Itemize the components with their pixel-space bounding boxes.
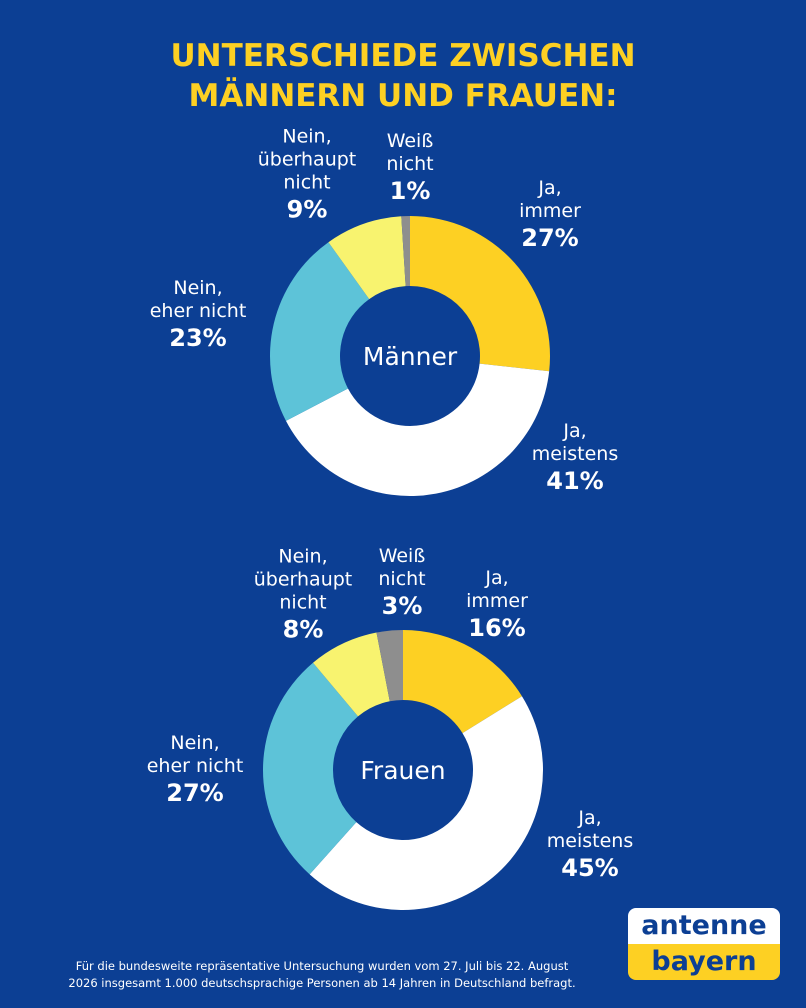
segment-label: Ja, immer 16% (466, 567, 528, 643)
segment-label: Nein, eher nicht 23% (150, 277, 247, 353)
donut-segment (285, 363, 550, 497)
segment-label: Weiß nicht 1% (386, 130, 433, 206)
category-label: Ja, immer (466, 567, 528, 612)
logo-text: bayern (628, 944, 780, 980)
value-label: 27% (521, 224, 579, 252)
donut-segment (309, 696, 543, 911)
segment-label: Nein, überhaupt nicht 9% (258, 126, 357, 225)
segment-label: Nein, eher nicht 27% (147, 732, 244, 808)
title-line: UNTERSCHIEDE ZWISCHEN (170, 38, 636, 74)
value-label: 3% (381, 592, 423, 620)
logo-text: antenne (628, 908, 780, 944)
center-label: Frauen (360, 756, 445, 785)
segment-label: Weiß nicht 3% (378, 545, 425, 621)
value-label: 16% (468, 614, 526, 642)
category-label: Nein, überhaupt nicht (257, 125, 357, 194)
value-label: 45% (561, 854, 619, 882)
donut-segment (263, 662, 359, 875)
title-line: MÄNNERN UND FRAUEN: (188, 78, 618, 114)
donut-segment (401, 216, 410, 287)
donut-segment (410, 216, 550, 372)
donut-segment (403, 630, 522, 734)
category-label: Nein, überhaupt nicht (253, 545, 353, 614)
value-label: 41% (546, 467, 604, 495)
donut-segment (270, 242, 370, 421)
donut-segment (376, 630, 403, 702)
category-label: Weiß nicht (378, 545, 426, 590)
category-label: Ja, meistens (531, 420, 619, 465)
category-label: Nein, eher nicht (149, 277, 247, 322)
category-label: Nein, eher nicht (146, 732, 244, 777)
donut-segment (313, 632, 390, 717)
value-label: 27% (166, 779, 224, 807)
category-label: Ja, immer (519, 177, 581, 222)
value-label: 23% (169, 324, 227, 352)
center-label: Männer (363, 342, 458, 371)
value-label: 1% (389, 177, 431, 205)
segment-label: Ja, meistens 45% (547, 807, 633, 883)
segment-label: Ja, meistens 41% (532, 420, 618, 496)
logo: antenne bayern (628, 908, 780, 980)
category-label: Ja, meistens (546, 807, 634, 852)
donut-segment (328, 216, 406, 300)
category-label: Weiß nicht (386, 130, 434, 175)
value-label: 9% (286, 195, 328, 224)
footnote: Für die bundesweite repräsentative Unter… (68, 959, 576, 990)
segment-label: Nein, überhaupt nicht 8% (254, 546, 353, 645)
segment-label: Ja, immer 27% (519, 177, 581, 253)
value-label: 8% (282, 615, 324, 644)
